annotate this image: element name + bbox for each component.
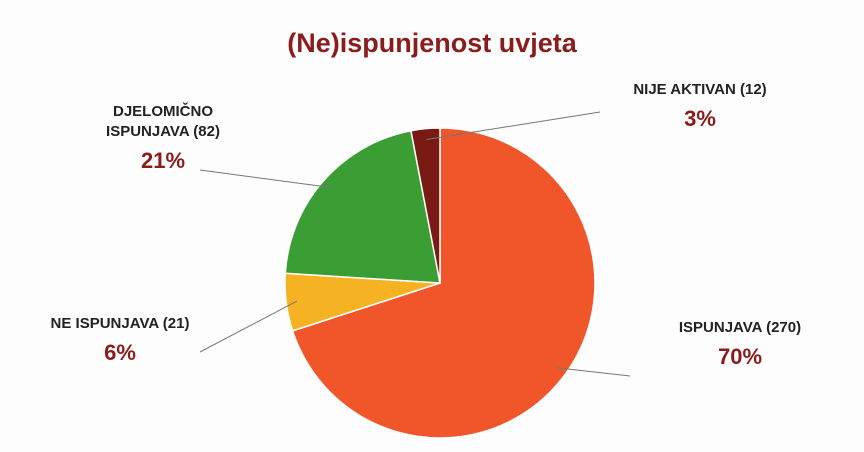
category-label: DJELOMIČNO ISPUNJAVA (82) [106, 103, 220, 140]
percent-label: 6% [104, 340, 136, 365]
leader-line [199, 169, 332, 189]
slice-label: ISPUNJAVA (270) 70% [640, 318, 840, 370]
pie-slice [291, 127, 596, 439]
pie-slice [284, 129, 441, 284]
leader-line [556, 367, 631, 377]
pie-slice [410, 127, 441, 284]
percent-label: 21% [140, 148, 186, 173]
category-label: ISPUNJAVA (270) [678, 319, 802, 336]
chart-title: (Ne)ispunjenost uvjeta [287, 28, 577, 58]
leader-line [199, 300, 298, 353]
slice-label: NE ISPUNJAVA (21) 6% [20, 314, 220, 366]
percent-label: 3% [684, 106, 716, 131]
leader-line [426, 111, 601, 140]
category-label: NIJE AKTIVAN (12) [633, 81, 767, 98]
category-label: NE ISPUNJAVA (21) [50, 315, 190, 332]
percent-label: 70% [717, 344, 763, 369]
slice-label: NIJE AKTIVAN (12) 3% [605, 80, 795, 132]
slice-label: DJELOMIČNO ISPUNJAVA (82) 21% [98, 102, 228, 174]
